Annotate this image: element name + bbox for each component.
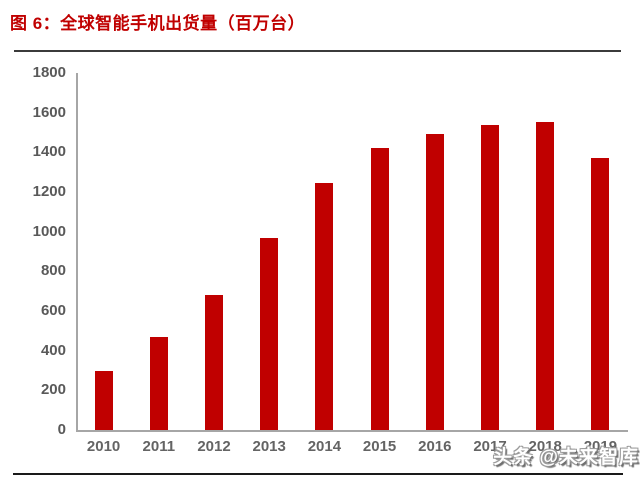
x-tick-label-2014: 2014 bbox=[307, 438, 342, 455]
x-tick-label-2019: 2019 bbox=[583, 438, 618, 455]
x-tick-label-2017: 2017 bbox=[473, 438, 507, 455]
plot-area bbox=[76, 73, 628, 432]
y-tick-label-1800: 1800 bbox=[32, 64, 66, 81]
bar-2010 bbox=[94, 370, 113, 430]
y-tick-label-1200: 1200 bbox=[32, 183, 66, 200]
x-tick-label-2011: 2011 bbox=[142, 438, 176, 455]
x-tick-label-2010: 2010 bbox=[86, 438, 121, 455]
x-tick-label-2015: 2015 bbox=[362, 438, 397, 455]
bottom-divider-line bbox=[13, 473, 623, 475]
y-tick-label-400: 400 bbox=[40, 341, 66, 359]
y-tick-label-1600: 1600 bbox=[32, 103, 66, 121]
bar-2013 bbox=[260, 237, 279, 430]
bar-2019 bbox=[591, 158, 610, 430]
bar-2014 bbox=[315, 183, 334, 430]
x-tick-label-2016: 2016 bbox=[418, 438, 452, 455]
bar-2016 bbox=[425, 133, 444, 430]
x-axis-line bbox=[76, 430, 628, 432]
x-tick-label-2018: 2018 bbox=[528, 438, 562, 455]
bar-2011 bbox=[149, 336, 168, 430]
bar-2018 bbox=[536, 121, 555, 430]
y-tick-label-1000: 1000 bbox=[32, 222, 66, 240]
title-divider-line bbox=[14, 50, 621, 52]
y-tick-label-600: 600 bbox=[40, 302, 66, 319]
x-tick-label-2013: 2013 bbox=[252, 438, 286, 455]
watermark: 头条 @未来智库 bbox=[493, 447, 639, 468]
y-axis-line bbox=[76, 73, 78, 430]
bar-2017 bbox=[481, 125, 499, 430]
x-tick-label-2012: 2012 bbox=[197, 438, 231, 455]
y-tick-label-200: 200 bbox=[40, 381, 66, 399]
bar-2015 bbox=[370, 147, 389, 430]
y-tick-label-800: 800 bbox=[40, 262, 66, 280]
chart-title: 图 6：全球智能手机出货量（百万台） bbox=[10, 14, 306, 33]
bar-2012 bbox=[205, 295, 223, 430]
y-tick-label-0: 0 bbox=[57, 421, 66, 438]
y-tick-label-1400: 1400 bbox=[32, 143, 66, 161]
